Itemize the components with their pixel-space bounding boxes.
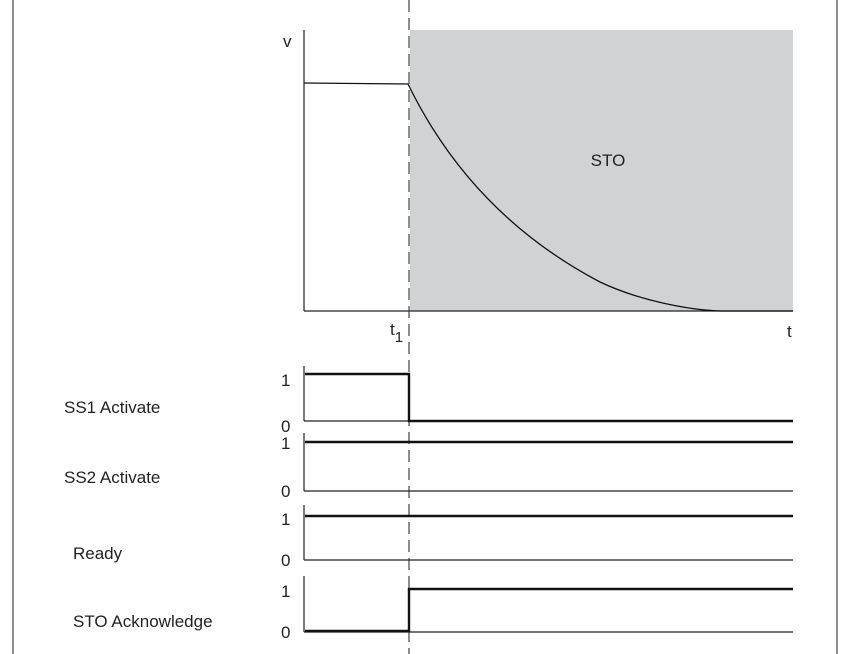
signal-high-label: 1 [281, 510, 290, 529]
sto-region-label: STO [591, 151, 626, 170]
signal-label: SS1 Activate [64, 398, 160, 417]
velocity-curve [303, 82, 793, 312]
t1-marker-main: t [390, 320, 395, 339]
signal-high-label: 1 [281, 582, 290, 601]
signal-waveform [305, 587, 793, 633]
signal-label: STO Acknowledge [73, 612, 213, 631]
signal-ss2-activate: SS2 Activate 1 0 [64, 433, 793, 501]
signal-waveform [305, 372, 793, 423]
t1-marker-label: t1 [390, 320, 403, 346]
signal-high-label: 1 [281, 434, 290, 453]
signal-ready: Ready 1 0 [73, 505, 793, 570]
velocity-plot: STO v t t1 [283, 30, 793, 346]
velocity-axis-label: v [283, 32, 292, 51]
time-axis-label: t [787, 322, 792, 341]
signal-high-label: 1 [281, 371, 290, 390]
signal-label: SS2 Activate [64, 468, 160, 487]
signal-low-label: 0 [281, 623, 290, 642]
sto-shaded-region [410, 30, 793, 311]
t1-marker-subscript: 1 [395, 329, 403, 346]
signal-ss1-activate: SS1 Activate 1 0 [64, 366, 793, 436]
signal-sto-acknowledge: STO Acknowledge 1 0 [73, 576, 793, 642]
signal-low-label: 0 [281, 551, 290, 570]
signal-label: Ready [73, 544, 123, 563]
signal-low-label: 0 [281, 482, 290, 501]
signal-low-label: 0 [281, 417, 290, 436]
